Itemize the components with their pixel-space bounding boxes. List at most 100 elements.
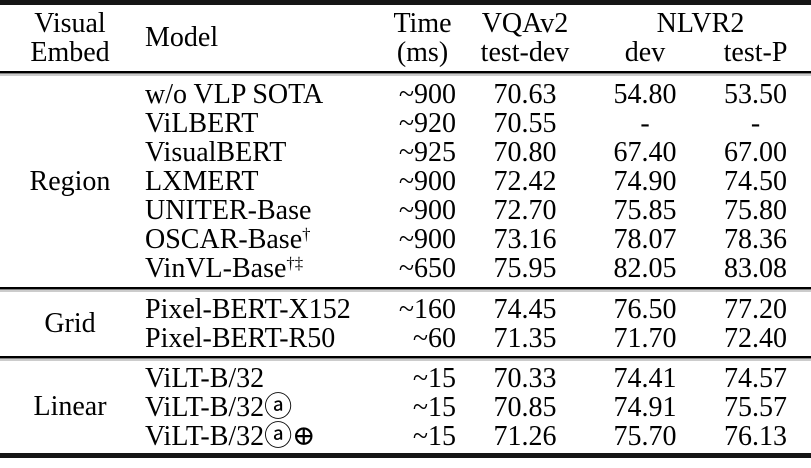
model-cell: VisualBERT xyxy=(145,137,287,168)
header-separator-rule xyxy=(0,71,811,76)
table-row: Pixel-BERT-R50 ~60 71.35 71.70 72.40 xyxy=(140,324,811,353)
time-ms-cell: ~160 xyxy=(398,294,456,325)
nlvr2-testp-cell: 75.57 xyxy=(724,391,787,423)
table-row: ViLT-B/32ⓐ ~15 70.85 74.91 75.57 xyxy=(140,393,811,422)
header-nlvr2-dev: dev xyxy=(624,37,666,68)
group-rows: w/o VLP SOTA ~900 70.63 54.80 53.50 ViLBERT ~9… xyxy=(140,76,811,287)
nlvr2-testp-cell: 72.40 xyxy=(724,323,787,354)
vqav2-testdev-cell: 73.16 xyxy=(493,224,557,255)
vqav2-testdev-cell: 72.70 xyxy=(493,195,557,226)
table-section-grid: Grid Pixel-BERT-X152 ~160 74.45 76.50 77.20 Pi… xyxy=(0,292,811,356)
vqav2-testdev-cell: 70.85 xyxy=(493,391,557,423)
header-nlvr2: NLVR2 dev test-P xyxy=(590,9,811,67)
nlvr2-testp-cell: 78.36 xyxy=(724,224,787,255)
nlvr2-dev-cell: 82.05 xyxy=(613,253,677,284)
nlvr2-testp-cell: 75.80 xyxy=(724,195,787,226)
model-cell: ViLT-B/32 xyxy=(145,362,265,394)
model-cell: VinVL-Base†‡ xyxy=(145,253,304,284)
group-label-linear: Linear xyxy=(33,391,107,422)
table-row: OSCAR-Base† ~900 73.16 78.07 78.36 xyxy=(140,225,811,254)
header-nlvr2-title: NLVR2 xyxy=(656,8,745,39)
model-cell: ViLT-B/32ⓐ⊕ xyxy=(145,420,316,452)
group-rows: ViLT-B/32 ~15 70.33 74.41 74.57 ViLT-B/32ⓐ ~15… xyxy=(140,361,811,453)
nlvr2-dev-cell: 71.70 xyxy=(613,323,677,354)
header-visual-embed-line1: Visual xyxy=(34,8,106,39)
nlvr2-dev-cell: 78.07 xyxy=(613,224,677,255)
nlvr2-dev-cell: 54.80 xyxy=(613,79,677,110)
nlvr2-dev-cell: 76.50 xyxy=(613,294,677,325)
nlvr2-testp-cell: 74.50 xyxy=(724,166,787,197)
header-time-line2: (ms) xyxy=(396,37,449,68)
model-superscript-marker: † xyxy=(302,224,311,244)
time-ms-cell: ~900 xyxy=(398,195,456,226)
time-ms-cell: ~15 xyxy=(412,420,456,452)
model-cell: ViLT-B/32ⓐ xyxy=(145,391,293,423)
nlvr2-testp-cell: - xyxy=(750,108,761,139)
table-row: ViLT-B/32ⓐ⊕ ~15 71.26 75.70 76.13 xyxy=(140,422,811,451)
nlvr2-dev-cell: 75.70 xyxy=(613,420,677,452)
header-visual-embed-line2: Embed xyxy=(30,37,110,68)
header-vqav2: VQAv2 test-dev xyxy=(460,9,590,67)
table-row: Pixel-BERT-X152 ~160 74.45 76.50 77.20 xyxy=(140,295,811,324)
table-row: ViLBERT ~920 70.55 - - xyxy=(140,109,811,138)
vqav2-testdev-cell: 70.80 xyxy=(493,137,557,168)
table-row: ViLT-B/32 ~15 70.33 74.41 74.57 xyxy=(140,364,811,393)
header-nlvr2-testp: test-P xyxy=(723,37,788,68)
nlvr2-testp-cell: 53.50 xyxy=(724,79,787,110)
nlvr2-dev-cell: 67.40 xyxy=(613,137,677,168)
group-label-grid: Grid xyxy=(44,308,96,339)
table-row: UNITER-Base ~900 72.70 75.85 75.80 xyxy=(140,196,811,225)
model-cell: Pixel-BERT-R50 xyxy=(145,323,336,354)
header-nlvr2-subcolumns: dev test-P xyxy=(590,38,811,67)
model-cell: LXMERT xyxy=(145,166,259,197)
vqav2-testdev-cell: 70.33 xyxy=(493,362,557,394)
model-cell: OSCAR-Base† xyxy=(145,224,311,255)
header-time-line1: Time xyxy=(393,8,452,39)
vqav2-testdev-cell: 72.42 xyxy=(493,166,557,197)
time-ms-cell: ~900 xyxy=(398,224,456,255)
nlvr2-testp-cell: 76.13 xyxy=(724,420,787,452)
table-row: VisualBERT ~925 70.80 67.40 67.00 xyxy=(140,138,811,167)
nlvr2-dev-cell: 75.85 xyxy=(613,195,677,226)
table-top-rule xyxy=(0,0,811,5)
time-ms-cell: ~60 xyxy=(412,323,456,354)
nlvr2-dev-cell: - xyxy=(640,108,650,139)
time-ms-cell: ~900 xyxy=(398,166,456,197)
time-ms-cell: ~650 xyxy=(398,253,456,284)
table-section-linear: Linear ViLT-B/32 ~15 70.33 74.41 74.57 ViLT-B/… xyxy=(0,361,811,453)
region-grid-separator-rule xyxy=(0,287,811,292)
time-ms-cell: ~15 xyxy=(412,362,456,394)
nlvr2-dev-cell: 74.41 xyxy=(613,362,677,394)
table-row: w/o VLP SOTA ~900 70.63 54.80 53.50 xyxy=(140,80,811,109)
model-cell: w/o VLP SOTA xyxy=(145,79,324,110)
vqav2-testdev-cell: 70.55 xyxy=(493,108,557,139)
vqav2-testdev-cell: 75.95 xyxy=(493,253,557,284)
time-ms-cell: ~15 xyxy=(412,391,456,423)
table-header: Visual Embed Model Time (ms) VQAv2 test-… xyxy=(0,5,811,71)
time-ms-cell: ~925 xyxy=(398,137,456,168)
time-ms-cell: ~900 xyxy=(398,79,456,110)
vqav2-testdev-cell: 71.26 xyxy=(493,420,557,452)
group-rows: Pixel-BERT-X152 ~160 74.45 76.50 77.20 Pixel-… xyxy=(140,292,811,356)
table-bottom-rule xyxy=(0,453,811,458)
vqav2-testdev-cell: 74.45 xyxy=(493,294,557,325)
model-cell: Pixel-BERT-X152 xyxy=(145,294,351,325)
nlvr2-dev-cell: 74.91 xyxy=(613,391,677,423)
nlvr2-testp-cell: 74.57 xyxy=(724,362,787,394)
header-model: Model xyxy=(145,22,219,53)
nlvr2-testp-cell: 77.20 xyxy=(724,294,787,325)
model-cell: ViLBERT xyxy=(145,108,259,139)
model-superscript-marker: †‡ xyxy=(286,253,304,273)
table-row: LXMERT ~900 72.42 74.90 74.50 xyxy=(140,167,811,196)
time-ms-cell: ~920 xyxy=(398,108,456,139)
nlvr2-testp-cell: 83.08 xyxy=(724,253,787,284)
nlvr2-dev-cell: 74.90 xyxy=(613,166,677,197)
grid-linear-separator-rule xyxy=(0,356,811,361)
nlvr2-testp-cell: 67.00 xyxy=(724,137,787,168)
vqav2-testdev-cell: 70.63 xyxy=(493,79,557,110)
table-section-region: Region w/o VLP SOTA ~900 70.63 54.80 53.50 ViL… xyxy=(0,76,811,287)
header-vqav2-testdev: test-dev xyxy=(480,37,570,68)
vqav2-testdev-cell: 71.35 xyxy=(493,323,557,354)
header-visual-embed: Visual Embed xyxy=(0,9,140,67)
